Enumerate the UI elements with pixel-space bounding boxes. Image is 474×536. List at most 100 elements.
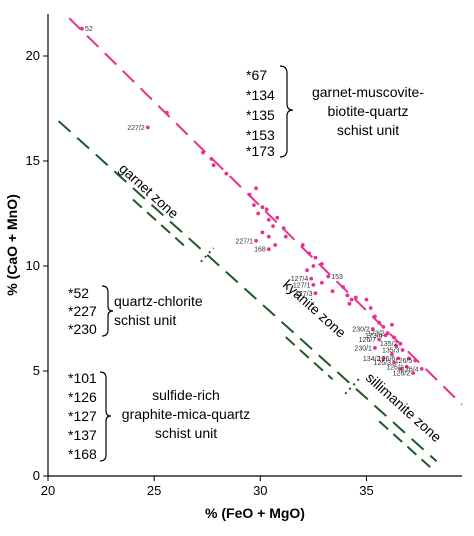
- point-label-58: 126/3: [374, 360, 392, 367]
- data-point-49: [377, 337, 382, 342]
- point-label-1: 227/2: [127, 125, 145, 132]
- point-label-22: 168: [254, 247, 266, 254]
- point-label-21: 227/1: [236, 238, 254, 245]
- data-point-52: [398, 341, 403, 346]
- data-point-28: [305, 268, 309, 273]
- point-label-54: 135/3: [382, 348, 400, 355]
- data-point-17: [266, 234, 271, 239]
- data-point-45: [390, 322, 394, 327]
- x-tick-label-0: 20: [41, 483, 55, 498]
- data-point-31: [319, 280, 324, 285]
- zone-segment-1: [285, 336, 334, 380]
- point-label-62: 126/4: [401, 366, 419, 373]
- point-label-46: 173/2: [367, 331, 385, 338]
- data-point-0: [80, 26, 84, 31]
- data-point-12: [264, 207, 269, 212]
- data-point-54: [400, 348, 405, 352]
- data-point-10: [256, 211, 261, 216]
- point-label-0: 52: [85, 26, 93, 33]
- data-point-39: [347, 301, 352, 306]
- group1-sample-1: *67: [246, 67, 267, 83]
- data-point-44: [381, 325, 386, 329]
- data-point-3: [201, 150, 205, 155]
- axes: [47, 14, 462, 477]
- group3-sample-2: *126: [68, 389, 97, 405]
- isograd-mark-1: [344, 377, 361, 395]
- data-point-21: [254, 238, 258, 243]
- data-point-33: [313, 291, 318, 296]
- data-point-6: [224, 171, 229, 176]
- data-point-32: [326, 274, 331, 279]
- group2-desc-1: quartz-chlorite: [114, 293, 203, 309]
- group-garnet-muscovite: *67 *134 *135 *153 *173 garnet-muscovite…: [246, 65, 424, 159]
- x-tick-label-3: 35: [359, 483, 373, 498]
- data-point-9: [252, 203, 256, 208]
- data-point-59: [407, 356, 411, 361]
- group3-sample-3: *127: [68, 408, 97, 424]
- data-point-26: [311, 264, 316, 268]
- data-point-64: [398, 367, 403, 371]
- y-axis-title: % (CaO + MnO): [4, 194, 20, 296]
- data-point-35: [341, 285, 346, 289]
- x-tick-label-2: 30: [253, 483, 267, 498]
- point-label-30: 127/1: [293, 282, 311, 289]
- group3-sample-5: *168: [68, 446, 97, 462]
- data-point-22: [266, 247, 271, 252]
- y-tick-label-3: 15: [26, 153, 40, 168]
- point-label-32: 153: [331, 274, 343, 281]
- group2-sample-2: *227: [68, 303, 97, 319]
- trend-lines: [57, 17, 463, 463]
- data-point-47: [370, 327, 375, 331]
- group1-sample-3: *135: [246, 107, 275, 123]
- data-point-13: [266, 217, 271, 222]
- group1-sample-5: *173: [246, 143, 275, 159]
- y-tick-label-2: 10: [26, 258, 40, 273]
- x-tick-label-1: 25: [147, 483, 161, 498]
- data-point-24: [307, 251, 312, 256]
- point-label-47: 230/2: [352, 327, 370, 334]
- group2-brace: [101, 285, 114, 337]
- data-point-19: [283, 234, 288, 239]
- trend-line-1: [57, 120, 438, 463]
- data-point-63: [411, 371, 416, 375]
- zone-boundary-segments: [132, 198, 431, 468]
- data-point-30: [311, 283, 316, 287]
- zone-segment-0: [132, 198, 185, 247]
- data-point-56: [381, 356, 386, 361]
- data-point-11: [260, 205, 265, 210]
- data-point-16: [260, 230, 265, 235]
- group3-desc-1: sulfide-rich: [152, 387, 220, 403]
- y-tick-label-4: 20: [26, 48, 40, 63]
- data-point-34: [330, 289, 335, 294]
- data-points: [80, 26, 424, 375]
- group1-desc-3: schist unit: [337, 122, 399, 138]
- x-axis-title: % (FeO + MgO): [205, 505, 305, 521]
- data-point-20: [273, 243, 278, 247]
- data-point-61: [404, 364, 409, 369]
- data-point-48: [383, 333, 388, 338]
- data-point-27: [319, 262, 324, 266]
- data-point-42: [373, 314, 377, 319]
- y-tick-label-0: 0: [33, 468, 40, 483]
- point-label-61: 126/1: [386, 364, 404, 371]
- data-point-2: [164, 110, 169, 115]
- y-tick-label-1: 5: [33, 363, 40, 378]
- point-label-33: 127/3: [295, 291, 313, 298]
- data-point-25: [313, 255, 318, 260]
- point-label-57: 126/6: [378, 356, 396, 363]
- data-point-36: [345, 293, 350, 298]
- point-label-49: 126/7: [359, 337, 377, 344]
- data-point-38: [353, 295, 358, 300]
- data-point-8: [254, 186, 258, 191]
- point-label-48: 173/4: [365, 333, 383, 340]
- group-quartz-chlorite: *52 *227 *230 quartz-chlorite schist uni…: [68, 285, 203, 337]
- data-point-15: [275, 215, 280, 220]
- data-point-55: [390, 352, 394, 357]
- data-point-53: [373, 346, 377, 350]
- data-point-1: [145, 125, 150, 130]
- data-point-40: [364, 297, 369, 302]
- group3-sample-1: *101: [68, 370, 97, 386]
- data-point-57: [396, 356, 401, 361]
- group1-brace: [279, 65, 294, 158]
- point-label-56: 134/2: [363, 356, 381, 363]
